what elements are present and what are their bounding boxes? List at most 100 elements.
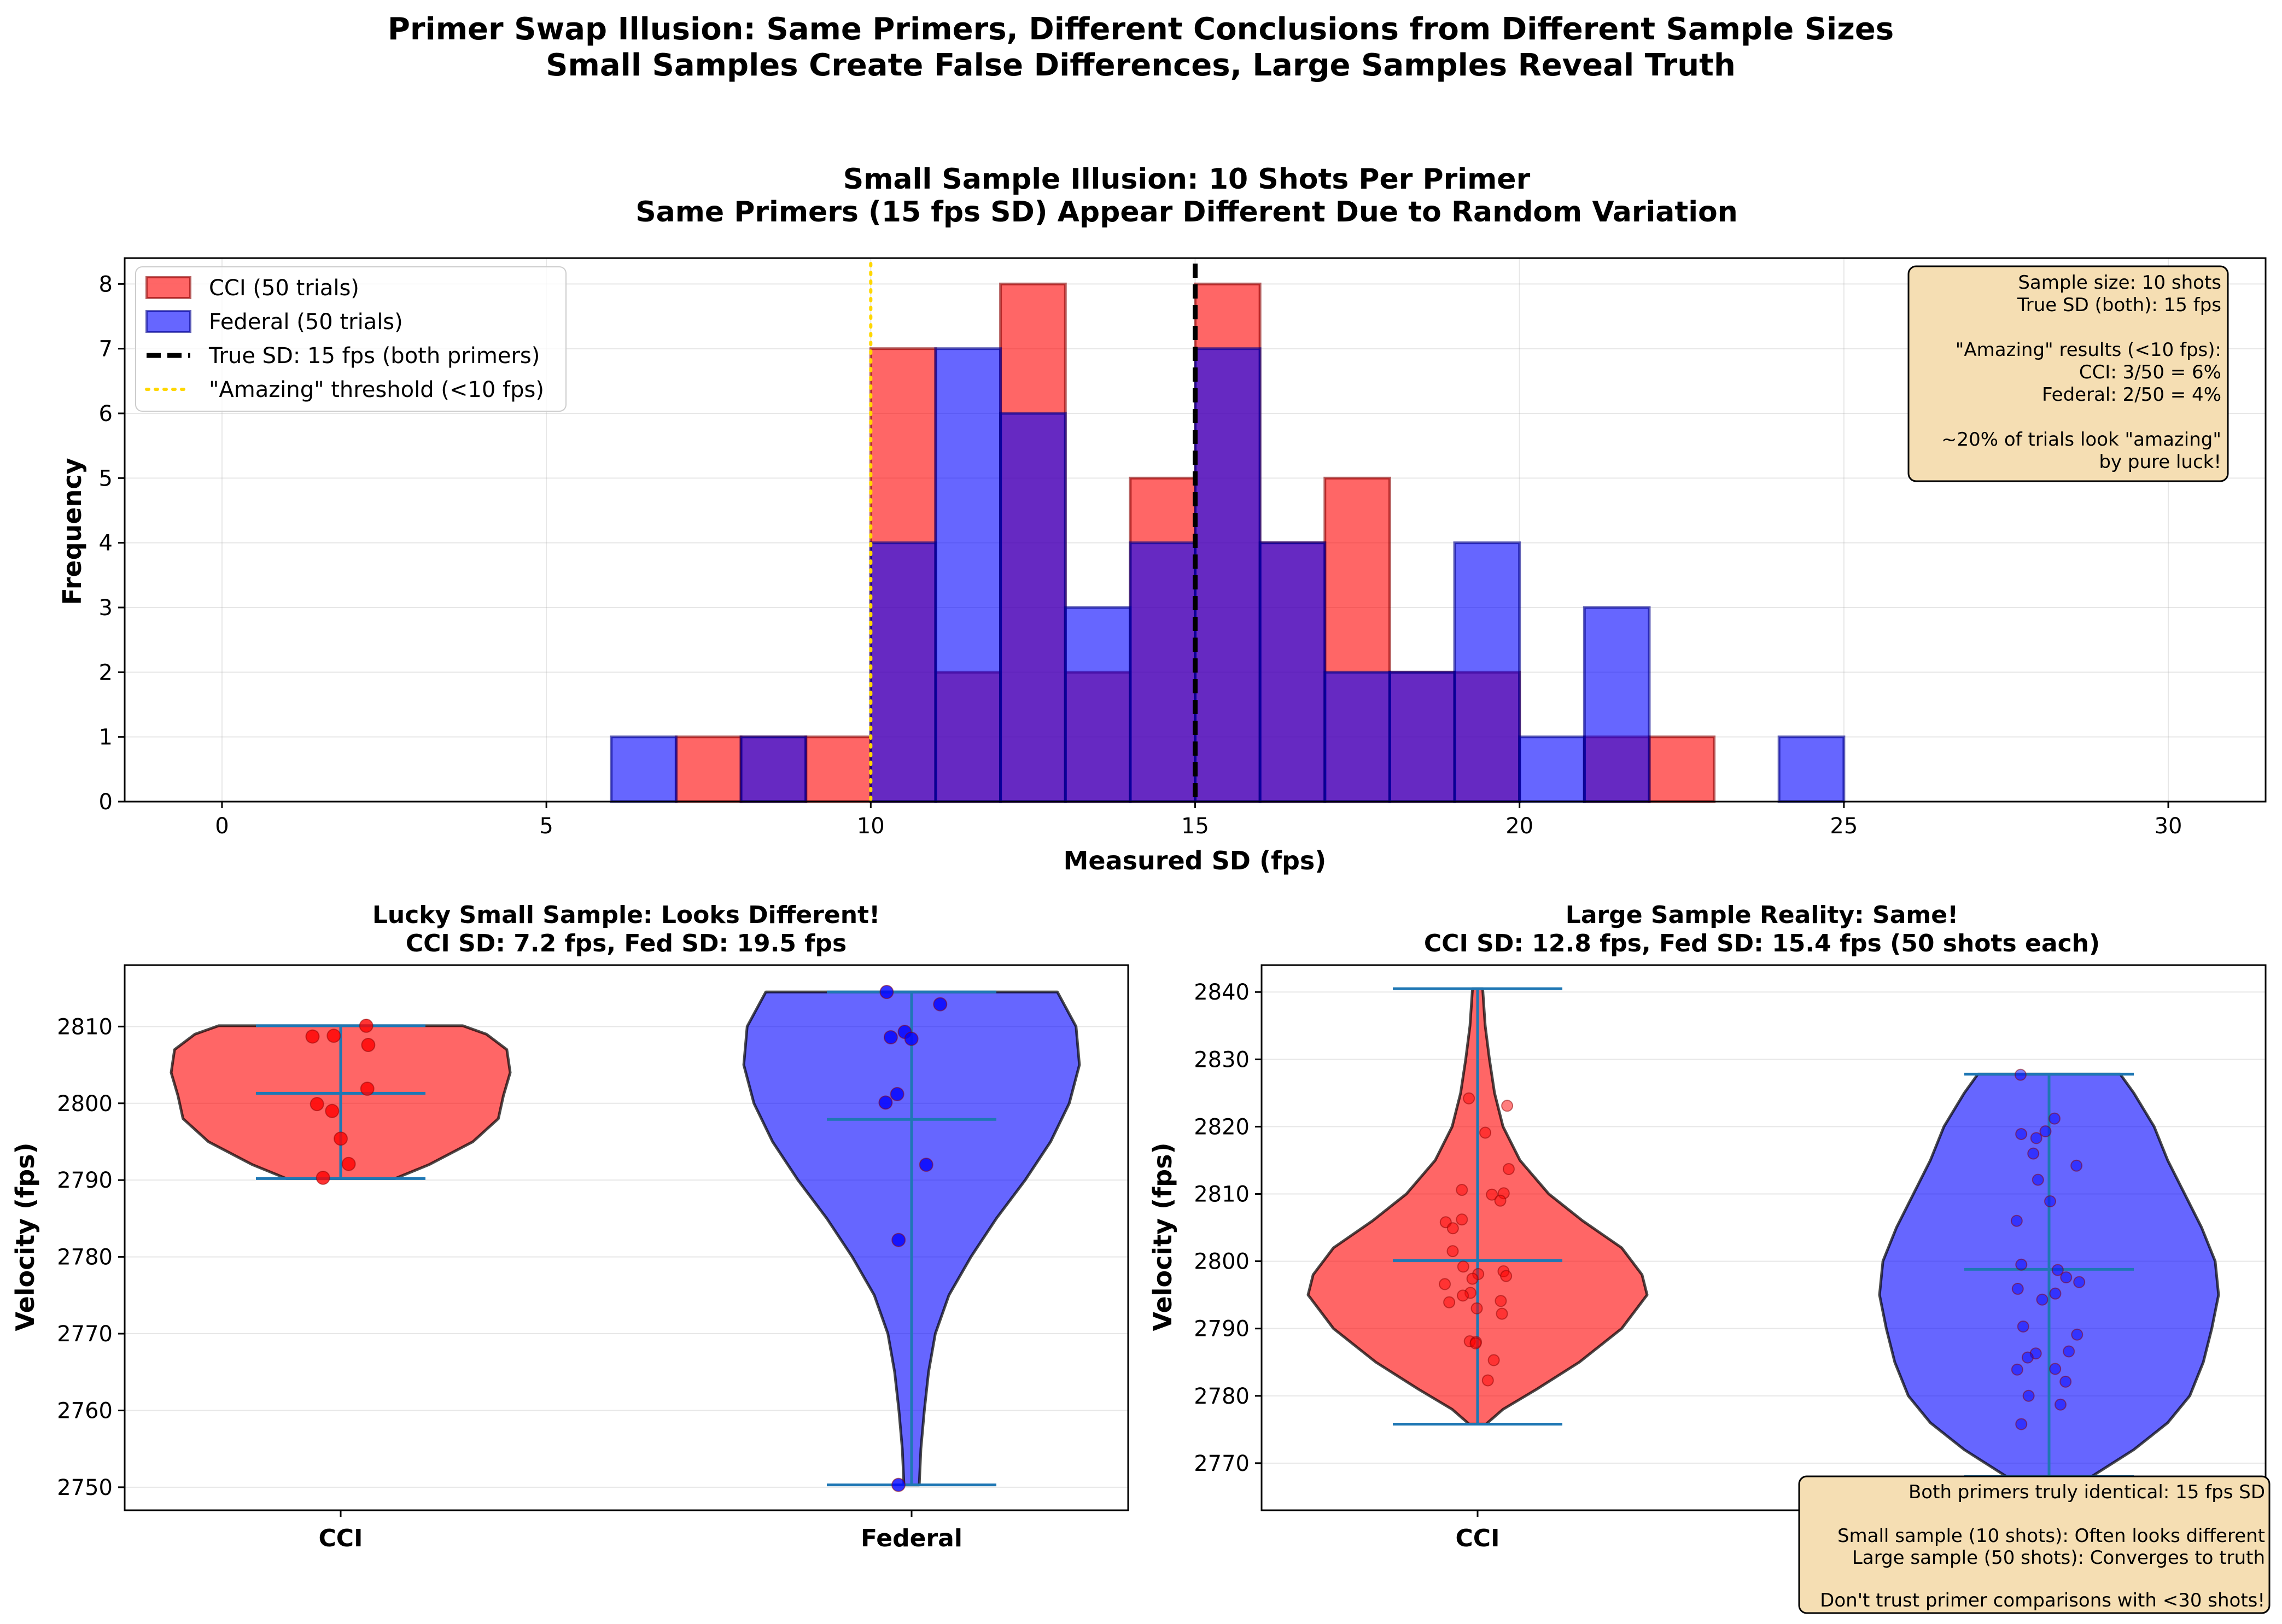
- data-point-federal: [890, 1086, 904, 1101]
- annotation-line: Sample size: 10 shots: [2018, 272, 2221, 294]
- data-point-federal: [904, 1031, 919, 1046]
- data-point-federal: [883, 1030, 898, 1044]
- annotation-line: Small sample (10 shots): Often looks dif…: [1837, 1525, 2265, 1547]
- data-point-cci: [326, 1029, 341, 1043]
- data-point-federal: [2049, 1363, 2062, 1375]
- figure-title-line2: Small Samples Create False Differences, …: [546, 48, 1736, 83]
- y-tick-label: 2820: [1194, 1114, 1250, 1140]
- data-point-cci: [1439, 1278, 1451, 1290]
- y-tick-label: 2750: [57, 1475, 113, 1500]
- data-point-federal: [879, 985, 894, 1000]
- data-point-cci: [1494, 1194, 1507, 1207]
- y-tick-label: 2770: [57, 1322, 113, 1347]
- data-point-federal: [2015, 1418, 2028, 1430]
- data-point-federal: [2015, 1128, 2028, 1140]
- annotation-line: "Amazing" results (<10 fps):: [1956, 339, 2221, 361]
- annotation-line: ~20% of trials look "amazing": [1941, 429, 2221, 451]
- data-point-federal: [2044, 1195, 2057, 1208]
- histogram-bar-federal: [1258, 541, 1327, 803]
- data-point-cci: [341, 1156, 356, 1171]
- data-point-federal: [2030, 1132, 2042, 1144]
- y-tick-label: 2770: [1194, 1451, 1250, 1476]
- small-violin-y-ticks: 2750 2760 2770 2780 2790 2800 2810: [57, 1014, 125, 1500]
- histogram-bar-federal: [934, 347, 1002, 803]
- histogram-x-ticks: 0 5 10 15 20 25 30: [215, 802, 2182, 839]
- histogram-y-ticks: 0 1 2 3 4 5 6 7 8: [99, 272, 125, 815]
- y-tick-label: 2790: [57, 1168, 113, 1193]
- data-point-cci: [305, 1029, 320, 1044]
- histogram-bar-federal: [610, 735, 678, 803]
- small-violin-bodies: [170, 990, 1081, 1487]
- histogram-bar-federal: [1064, 606, 1132, 803]
- data-point-cci: [359, 1018, 373, 1033]
- legend-label-threshold: "Amazing" threshold (<10 fps): [209, 377, 544, 402]
- x-category-label: CCI: [1456, 1524, 1500, 1552]
- data-point-cci: [1446, 1222, 1459, 1235]
- y-tick-label: 2: [99, 660, 113, 685]
- x-tick-label: 5: [539, 814, 553, 839]
- y-tick-label: 2810: [1194, 1182, 1250, 1207]
- data-point-federal: [2014, 1068, 2027, 1081]
- data-point-cci: [361, 1038, 376, 1053]
- y-tick-label: 7: [99, 337, 113, 362]
- data-point-federal: [2036, 1293, 2048, 1306]
- data-point-cci: [1456, 1184, 1468, 1196]
- histogram-bar-federal: [1453, 541, 1521, 803]
- large-violin-axes-frame: [1260, 964, 2267, 1511]
- small-violin-title-line1: Lucky Small Sample: Looks Different!: [372, 901, 880, 929]
- large-violin-points: [1439, 1068, 2086, 1430]
- data-point-cci: [1501, 1100, 1514, 1112]
- data-point-cci: [1457, 1289, 1469, 1302]
- y-tick-label: 2790: [1194, 1317, 1250, 1342]
- data-point-cci: [1495, 1295, 1507, 1307]
- data-point-cci: [1469, 1337, 1482, 1350]
- x-tick-label: 20: [1505, 814, 1533, 839]
- histogram-x-label: Measured SD (fps): [1064, 846, 1327, 875]
- y-tick-label: 1: [99, 725, 113, 750]
- histogram-bar-federal: [739, 735, 808, 803]
- annotation-line: Both primers truly identical: 15 fps SD: [1909, 1481, 2265, 1503]
- data-point-federal: [2048, 1112, 2061, 1125]
- data-point-federal: [2049, 1287, 2062, 1300]
- data-point-federal: [2011, 1363, 2023, 1376]
- histogram-bar-federal: [999, 412, 1067, 803]
- y-tick-label: 6: [99, 401, 113, 427]
- x-tick-label: 15: [1181, 814, 1209, 839]
- histogram-bar-cci: [674, 735, 743, 803]
- legend-label-true-sd: True SD: 15 fps (both primers): [208, 343, 540, 369]
- histogram-bar-cci: [804, 735, 872, 803]
- data-point-cci: [1487, 1354, 1500, 1366]
- histogram-panel: Small Sample Illusion: 10 Shots Per Prim…: [57, 163, 2267, 875]
- data-point-cci: [1496, 1307, 1508, 1320]
- data-point-federal: [2017, 1320, 2029, 1333]
- histogram-bar-federal: [1777, 735, 1846, 803]
- data-point-federal: [2027, 1147, 2040, 1160]
- summary-annotation-box: [1798, 1475, 2271, 1614]
- summary-annotation: Both primers truly identical: 15 fps SD …: [1798, 1475, 2271, 1614]
- data-point-federal: [2010, 1214, 2023, 1227]
- data-point-federal: [2032, 1173, 2044, 1186]
- large-violin-y-label: Velocity (fps): [1148, 1142, 1177, 1331]
- x-tick-label: 0: [215, 814, 229, 839]
- x-category-label: Federal: [861, 1524, 962, 1552]
- small-violin-axes-frame: [124, 964, 1129, 1511]
- y-tick-label: 2780: [1194, 1384, 1250, 1409]
- y-tick-label: 5: [99, 466, 113, 491]
- histogram-bar-cci: [1648, 735, 1716, 803]
- y-tick-label: 8: [99, 272, 113, 297]
- histogram-bar-federal: [1518, 735, 1586, 803]
- data-point-federal: [891, 1477, 906, 1492]
- data-point-cci: [360, 1082, 375, 1096]
- large-violin-title-line2: CCI SD: 12.8 fps, Fed SD: 15.4 fps (50 s…: [1424, 930, 2100, 957]
- data-point-cci: [1463, 1092, 1475, 1105]
- data-point-cci: [1479, 1126, 1492, 1139]
- data-point-federal: [2054, 1398, 2067, 1411]
- histogram-bar-federal: [1388, 670, 1456, 803]
- histogram-bar-federal: [1194, 347, 1262, 803]
- y-tick-label: 2800: [57, 1091, 113, 1117]
- annotation-line: by pure luck!: [2099, 451, 2221, 473]
- data-point-federal: [2059, 1375, 2072, 1388]
- data-point-cci: [1481, 1374, 1494, 1387]
- large-violin-bodies: [1306, 987, 2220, 1478]
